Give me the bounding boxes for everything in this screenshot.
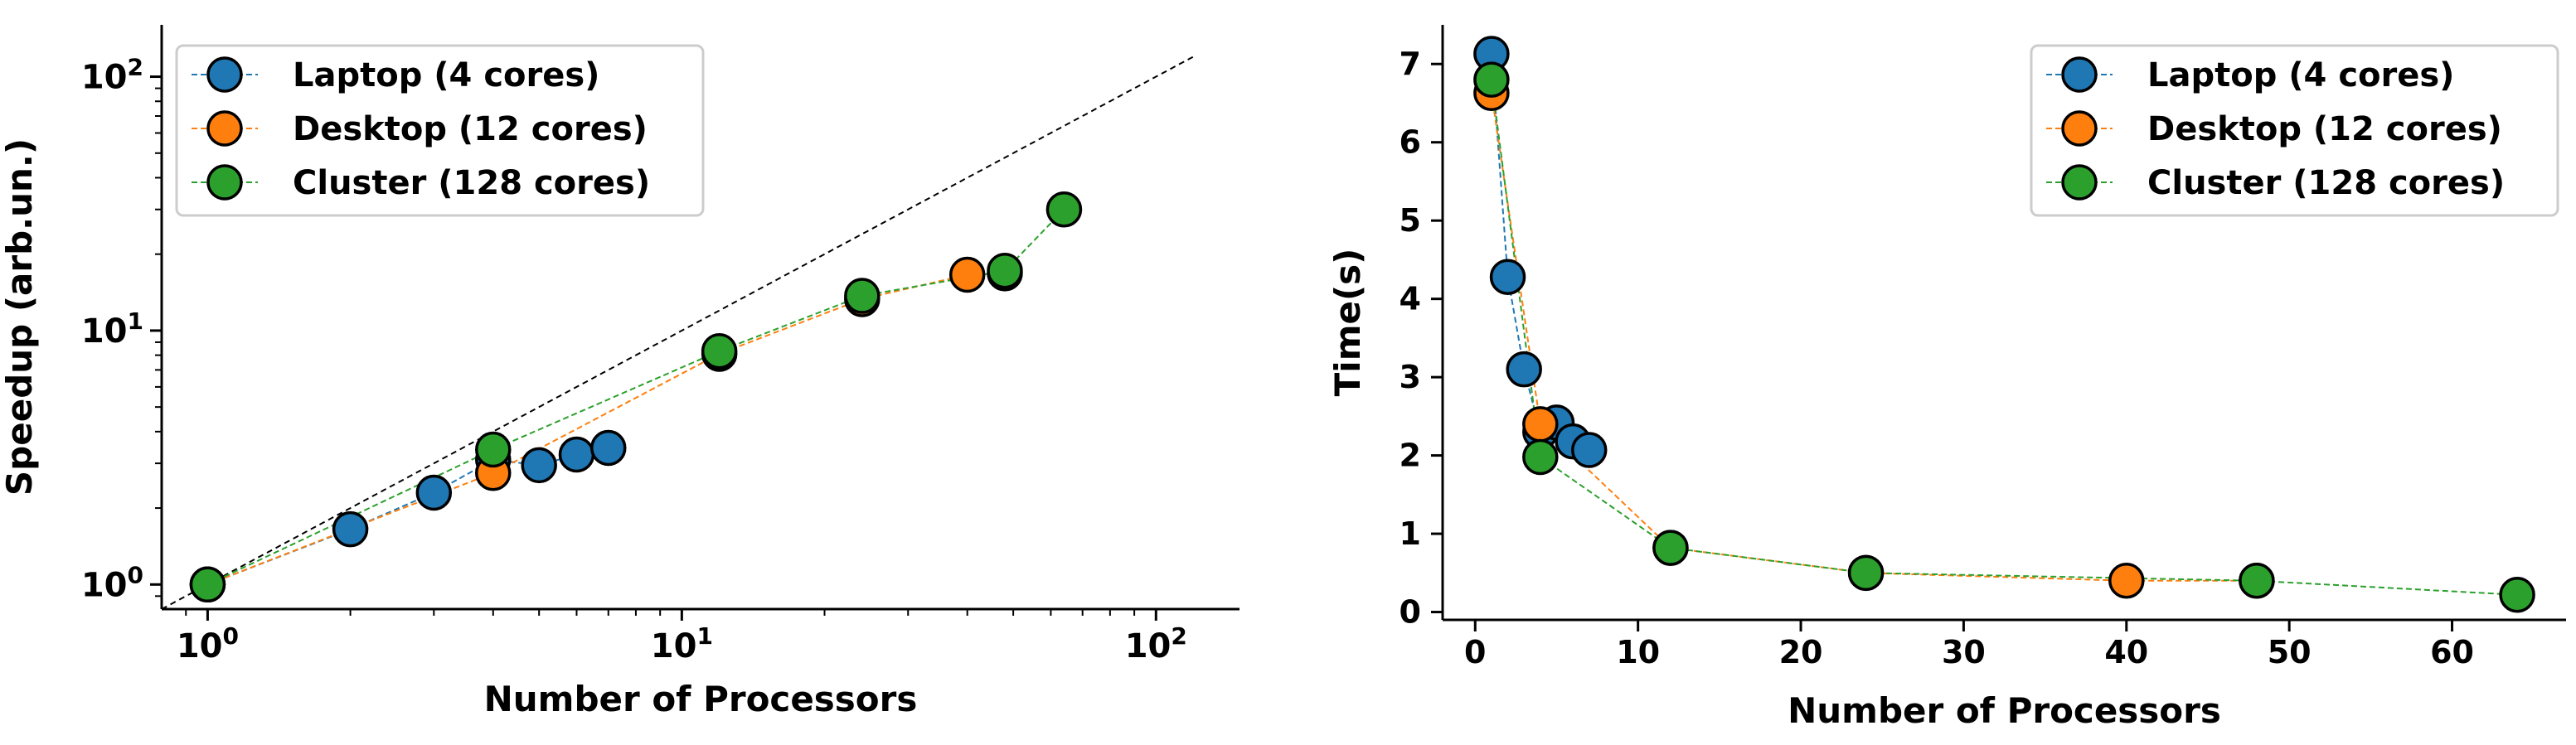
data-point-s1-6 — [558, 436, 595, 473]
data-point-s1-2 — [1489, 259, 1526, 295]
y-tick-label-2: 1 — [1400, 515, 1421, 552]
data-point-s3-2 — [1522, 438, 1559, 476]
legend-marker-2 — [206, 110, 243, 147]
legend-frame — [2030, 44, 2559, 217]
data-point-s3-2 — [475, 431, 512, 468]
data-point-s1-7 — [590, 429, 627, 467]
data-point-s1-5 — [521, 447, 557, 484]
data-point-s3-5 — [2239, 563, 2275, 599]
legend-label-3: Cluster (128 cores) — [2147, 164, 2505, 202]
legend-marker-3 — [2061, 164, 2098, 201]
reference-line — [161, 56, 1195, 610]
x-tick-label-1: 100 — [177, 622, 239, 665]
y-tick-label-2: 101 — [81, 307, 143, 351]
data-point-s1-2 — [332, 510, 369, 548]
y-axis-title: Speedup (arb.un.) — [0, 138, 40, 496]
data-point-s3-6 — [1045, 191, 1083, 228]
data-point-s3-5 — [987, 253, 1023, 289]
legend-marker-2 — [2061, 110, 2098, 147]
legend-item-2: Desktop (12 cores) — [192, 110, 648, 148]
legend-label-1: Laptop (4 cores) — [293, 56, 599, 94]
data-point-s3-3 — [1652, 530, 1689, 566]
y-tick-label-5: 4 — [1400, 281, 1421, 317]
data-point-s3-1 — [189, 566, 226, 603]
legend-label-1: Laptop (4 cores) — [2147, 56, 2454, 94]
x-axis-title: Number of Processors — [1788, 690, 2221, 731]
legend: Laptop (4 cores) Desktop (12 cores) Cluste… — [175, 44, 705, 217]
chart-panel-2: 0 10 20 30 40 50 60 0 1 2 3 4 5 6 7 Number of Processor… — [1327, 25, 2566, 731]
x-tick-label-3: 102 — [1125, 622, 1187, 665]
data-point-s1-7 — [1570, 432, 1608, 468]
legend-item-3: Cluster (128 cores) — [2046, 164, 2505, 202]
data-point-s3-3 — [701, 332, 738, 370]
x-axis-title: Number of Processors — [484, 679, 918, 719]
legend-label-2: Desktop (12 cores) — [293, 110, 648, 148]
x-tick-label-6: 50 — [2268, 634, 2312, 670]
x-tick-label-7: 60 — [2430, 634, 2474, 670]
legend-label-3: Cluster (128 cores) — [293, 164, 650, 202]
x-tick-label-5: 40 — [2104, 634, 2148, 670]
legend: Laptop (4 cores) Desktop (12 cores) Cluste… — [2030, 44, 2559, 217]
y-tick-label-3: 102 — [81, 54, 143, 97]
data-point-s3-4 — [1847, 554, 1885, 592]
x-tick-label-2: 101 — [651, 622, 713, 665]
y-tick-label-8: 7 — [1400, 46, 1421, 82]
data-point-s2-5 — [2108, 563, 2145, 599]
legend-marker-1 — [2061, 56, 2098, 93]
y-tick-label-4: 3 — [1400, 359, 1421, 395]
data-point-s2-5 — [948, 256, 986, 293]
y-axis-title: Time(s) — [1327, 249, 1368, 397]
legend-item-1: Laptop (4 cores) — [192, 56, 599, 94]
chart-panel-1: 100 101 102 100 101 102 Number of Processors Sp… — [0, 25, 1239, 719]
x-tick-label-1: 0 — [1464, 634, 1486, 670]
data-point-s3-4 — [844, 278, 880, 314]
data-point-s3-1 — [1473, 61, 1510, 98]
legend-marker-1 — [206, 56, 243, 93]
x-tick-label-3: 20 — [1779, 634, 1823, 670]
series-line-3 — [1490, 79, 2518, 596]
x-tick-label-2: 10 — [1616, 634, 1660, 670]
data-point-s1-3 — [415, 474, 453, 511]
y-tick-label-1: 100 — [81, 561, 143, 604]
series-line-3 — [206, 209, 1065, 586]
data-point-s3-6 — [2499, 577, 2535, 613]
series-line-1 — [1490, 53, 1590, 451]
y-tick-label-7: 6 — [1400, 124, 1421, 161]
y-tick-label-6: 5 — [1400, 202, 1421, 239]
legend-label-2: Desktop (12 cores) — [2147, 110, 2502, 148]
legend-item-3: Cluster (128 cores) — [192, 164, 650, 202]
legend-item-1: Laptop (4 cores) — [2046, 56, 2454, 94]
legend-item-2: Desktop (12 cores) — [2046, 110, 2502, 148]
legend-marker-3 — [206, 164, 243, 201]
data-point-s2-2 — [1522, 406, 1559, 443]
y-tick-label-1: 0 — [1400, 594, 1421, 631]
data-point-s1-3 — [1506, 351, 1542, 388]
y-tick-label-3: 2 — [1400, 438, 1421, 474]
series-line-2 — [207, 272, 1006, 586]
x-tick-label-4: 30 — [1942, 634, 1986, 670]
legend-frame — [175, 44, 705, 217]
